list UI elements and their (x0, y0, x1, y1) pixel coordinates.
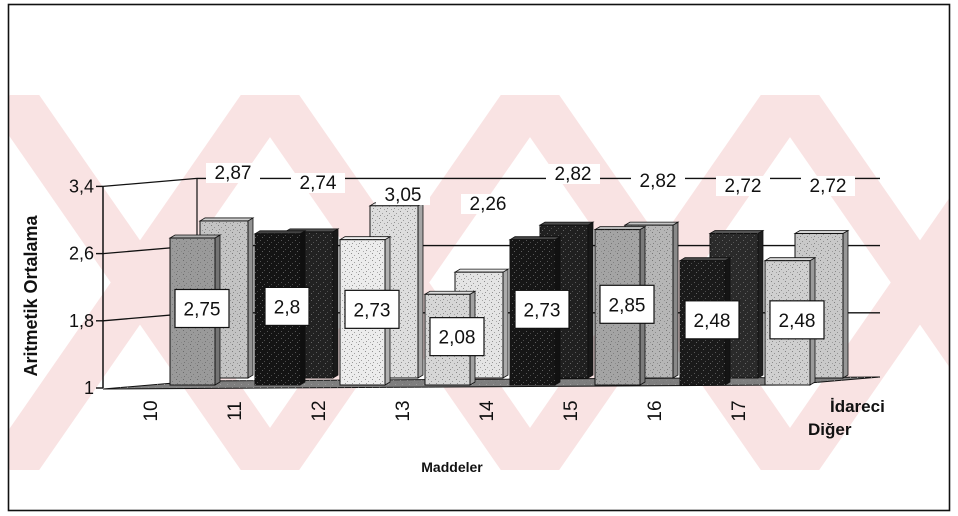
data-label-background (291, 173, 345, 193)
data-label-box (264, 286, 310, 326)
x-axis-category-labels: 10 11 12 13 14 15 16 17 (141, 400, 750, 422)
data-label-box (174, 288, 230, 329)
x-tick-label: 14 (477, 400, 498, 422)
data-label: 2,73 (524, 300, 561, 321)
back-series-data-labels: 2,87 2,74 3,05 2,26 2,82 2,82 2,72 2,72 (206, 163, 855, 215)
bar-side-face (247, 217, 254, 379)
data-label: 2,82 (555, 164, 592, 185)
bar-side-face (757, 229, 764, 379)
data-label: 2,48 (779, 311, 816, 332)
bar-side-face (842, 229, 849, 379)
y-axis-ticks: 1 1,8 2,6 3,4 (69, 176, 103, 398)
data-label: 2,87 (215, 163, 252, 184)
watermark-stripe (770, 198, 949, 470)
data-label-box (344, 289, 400, 329)
x-tick-label: 17 (729, 400, 750, 421)
bar-side-face (417, 202, 424, 379)
data-label: 2,72 (810, 176, 847, 197)
data-label-background (206, 163, 260, 183)
y-tick-label: 2,6 (69, 244, 94, 264)
data-label: 2,8 (274, 297, 300, 318)
data-label: 2,75 (184, 300, 221, 321)
data-label: 2,74 (300, 173, 337, 194)
x-tick-label: 15 (561, 400, 582, 421)
chart-frame (7, 3, 951, 512)
bar-diger-11 (253, 230, 307, 386)
data-label: 3,05 (385, 185, 422, 206)
x-tick-label: 12 (309, 400, 330, 421)
data-label-box (769, 300, 825, 340)
x-tick-label: 16 (645, 400, 666, 421)
bar-side-face (587, 221, 594, 379)
data-label-background (461, 194, 515, 214)
data-label-background (546, 164, 600, 184)
data-label-box (514, 289, 570, 329)
data-label-background (376, 185, 430, 205)
data-label-box (684, 300, 740, 340)
data-label: 2,08 (439, 328, 476, 349)
y-tick-label: 3,4 (69, 176, 94, 196)
bar-side-face (332, 228, 339, 379)
depth-axis-label-front-series: Diğer (808, 420, 852, 439)
y-tick-label: 1 (84, 378, 94, 398)
data-label-box (599, 284, 655, 324)
y-axis-title: Aritmetik Ortalama (21, 214, 41, 376)
data-label: 2,73 (354, 300, 391, 321)
data-label: 2,82 (640, 171, 677, 192)
x-tick-label: 13 (393, 400, 414, 421)
depth-axis-label-back-series: İdareci (830, 397, 885, 416)
data-label-background (716, 176, 770, 196)
data-label-background (631, 171, 685, 191)
x-tick-label: 10 (141, 400, 162, 421)
data-label: 2,26 (470, 194, 507, 215)
data-label: 2,85 (609, 295, 646, 316)
bar-side-face (672, 221, 679, 379)
data-label: 2,72 (725, 176, 762, 197)
data-label-box (429, 317, 485, 357)
data-label-background (801, 176, 855, 196)
y-tick-label: 1,8 (69, 311, 94, 331)
front-series-data-labels: 2,75 2,8 2,73 2,08 2,73 2,85 2,48 2,48 (174, 284, 825, 357)
watermark-stripe (9, 95, 290, 470)
x-tick-label: 11 (225, 401, 246, 421)
x-axis-title: Maddeler (421, 459, 483, 475)
bar-side-face (502, 268, 509, 379)
data-label: 2,48 (694, 311, 731, 332)
side-wall-gridline (102, 177, 198, 188)
